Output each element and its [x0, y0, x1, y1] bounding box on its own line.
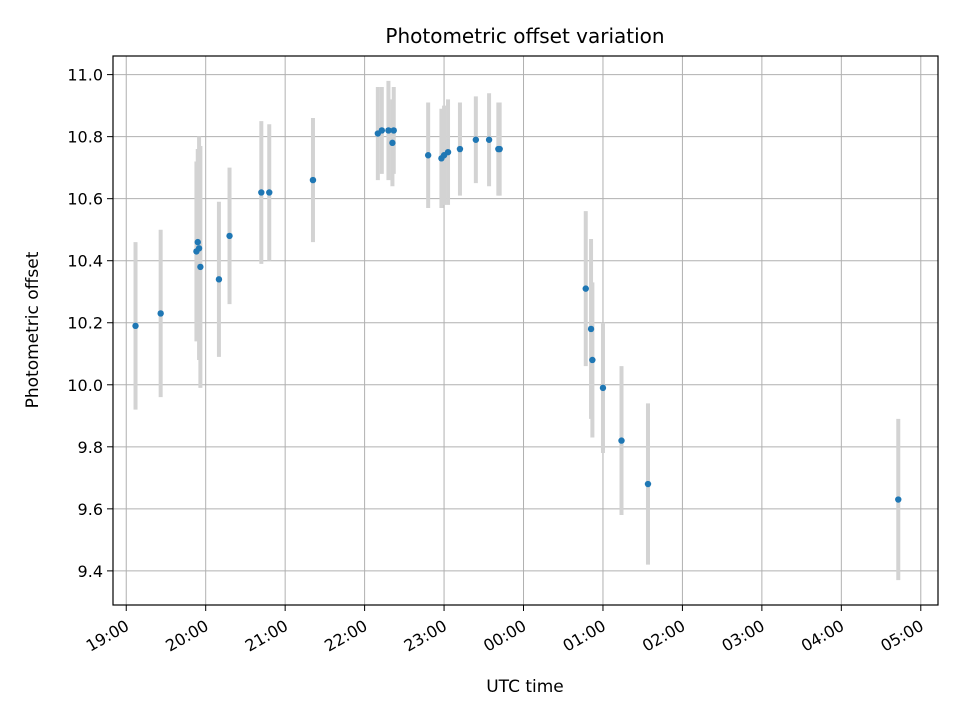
data-point — [618, 437, 625, 444]
data-points — [132, 127, 902, 503]
data-point — [582, 285, 589, 292]
data-point — [266, 189, 273, 196]
y-tick-label: 10.0 — [67, 376, 103, 395]
data-point — [389, 139, 396, 147]
data-point — [132, 322, 139, 330]
y-axis-ticks: 9.4 9.6 9.8 10.0 10.2 10.4 10.6 10.8 11.0 — [67, 66, 113, 581]
data-point — [895, 496, 902, 503]
data-point — [309, 176, 317, 184]
data-point — [226, 232, 233, 240]
data-point — [599, 384, 607, 392]
plot-frame — [112, 55, 939, 606]
data-point — [496, 145, 503, 153]
data-point — [424, 152, 432, 159]
data-point — [195, 245, 203, 252]
data-point — [215, 276, 223, 283]
data-point — [587, 325, 595, 333]
grid-lines — [113, 56, 938, 605]
data-point — [472, 136, 480, 143]
y-tick-label: 9.6 — [78, 500, 103, 519]
data-point — [157, 310, 164, 317]
y-tick-label: 10.4 — [67, 252, 103, 271]
data-point — [197, 263, 204, 271]
data-point — [385, 127, 392, 134]
y-axis-label: Photometric offset — [23, 251, 43, 408]
x-axis-label: UTC time — [486, 677, 564, 697]
data-point — [644, 480, 652, 488]
y-tick-label: 10.8 — [67, 128, 103, 147]
y-tick-label: 10.2 — [67, 314, 103, 333]
data-point — [444, 148, 452, 156]
data-point — [485, 136, 493, 143]
data-point — [589, 356, 596, 364]
data-point — [194, 238, 201, 246]
data-point — [378, 127, 386, 134]
y-tick-label: 9.8 — [78, 438, 103, 457]
y-tick-label: 11.0 — [67, 66, 103, 85]
data-point — [390, 127, 397, 134]
data-point — [456, 145, 464, 153]
y-tick-label: 10.6 — [67, 190, 103, 209]
data-point — [258, 189, 265, 196]
y-tick-label: 9.4 — [78, 562, 103, 581]
chart-title: Photometric offset variation — [385, 24, 664, 48]
